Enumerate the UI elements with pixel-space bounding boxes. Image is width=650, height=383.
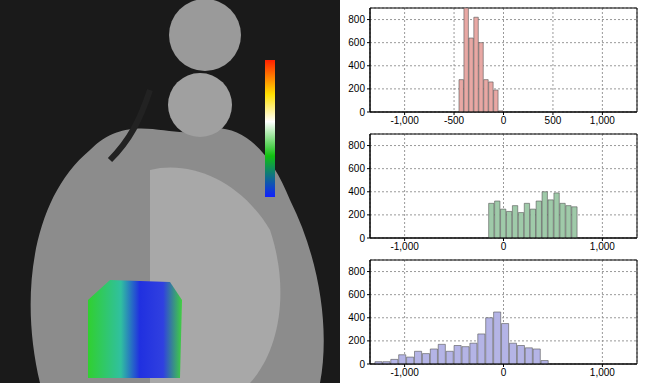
svg-text:1,000: 1,000 — [590, 115, 615, 126]
svg-text:600: 600 — [348, 37, 365, 48]
svg-text:200: 200 — [348, 83, 365, 94]
svg-text:400: 400 — [348, 60, 365, 71]
svg-text:500: 500 — [545, 115, 562, 126]
svg-text:200: 200 — [348, 209, 365, 220]
svg-text:0: 0 — [359, 359, 365, 370]
svg-text:0: 0 — [359, 107, 365, 118]
svg-text:0: 0 — [501, 241, 507, 252]
svg-text:400: 400 — [348, 186, 365, 197]
svg-text:-1,000: -1,000 — [390, 241, 419, 252]
svg-text:0: 0 — [359, 233, 365, 244]
svg-text:-1,000: -1,000 — [390, 115, 419, 126]
svg-text:0: 0 — [501, 115, 507, 126]
svg-text:-500: -500 — [444, 115, 464, 126]
svg-text:800: 800 — [348, 266, 365, 277]
svg-text:-1,000: -1,000 — [390, 367, 419, 378]
svg-text:1,000: 1,000 — [590, 367, 615, 378]
svg-text:400: 400 — [348, 312, 365, 323]
svg-text:0: 0 — [501, 367, 507, 378]
svg-text:600: 600 — [348, 163, 365, 174]
svg-text:800: 800 — [348, 140, 365, 151]
svg-text:200: 200 — [348, 335, 365, 346]
svg-text:600: 600 — [348, 289, 365, 300]
svg-text:1,000: 1,000 — [590, 241, 615, 252]
svg-text:800: 800 — [348, 14, 365, 25]
